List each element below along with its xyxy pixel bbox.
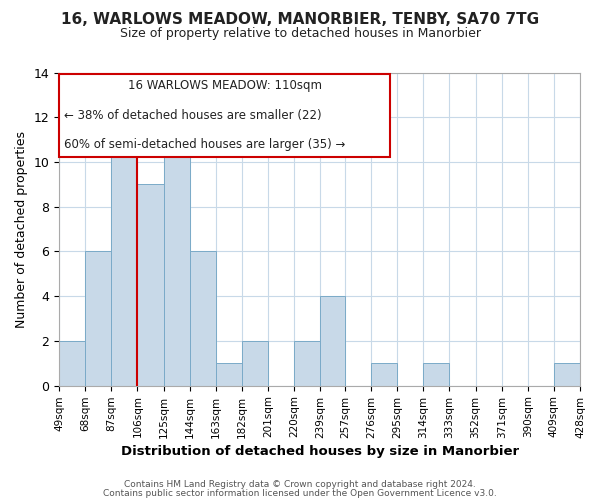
Bar (242, 341, 268, 386)
Bar (112, 117, 137, 386)
Bar (85, 252, 112, 386)
Bar (554, 364, 580, 386)
Bar (320, 296, 345, 386)
Bar (137, 184, 164, 386)
Bar (294, 341, 320, 386)
Bar (424, 364, 449, 386)
Text: ← 38% of detached houses are smaller (22): ← 38% of detached houses are smaller (22… (64, 108, 322, 122)
Bar (371, 364, 397, 386)
Text: 16 WARLOWS MEADOW: 110sqm: 16 WARLOWS MEADOW: 110sqm (128, 79, 322, 92)
Text: Contains public sector information licensed under the Open Government Licence v3: Contains public sector information licen… (103, 490, 497, 498)
Bar (216, 364, 242, 386)
Bar (59, 341, 85, 386)
Y-axis label: Number of detached properties: Number of detached properties (15, 130, 28, 328)
Text: Size of property relative to detached houses in Manorbier: Size of property relative to detached ho… (119, 28, 481, 40)
Text: Contains HM Land Registry data © Crown copyright and database right 2024.: Contains HM Land Registry data © Crown c… (124, 480, 476, 489)
Text: 60% of semi-detached houses are larger (35) →: 60% of semi-detached houses are larger (… (64, 138, 346, 151)
FancyBboxPatch shape (59, 74, 390, 157)
X-axis label: Distribution of detached houses by size in Manorbier: Distribution of detached houses by size … (121, 444, 518, 458)
Bar (190, 252, 216, 386)
Text: 16, WARLOWS MEADOW, MANORBIER, TENBY, SA70 7TG: 16, WARLOWS MEADOW, MANORBIER, TENBY, SA… (61, 12, 539, 28)
Bar (164, 140, 190, 386)
